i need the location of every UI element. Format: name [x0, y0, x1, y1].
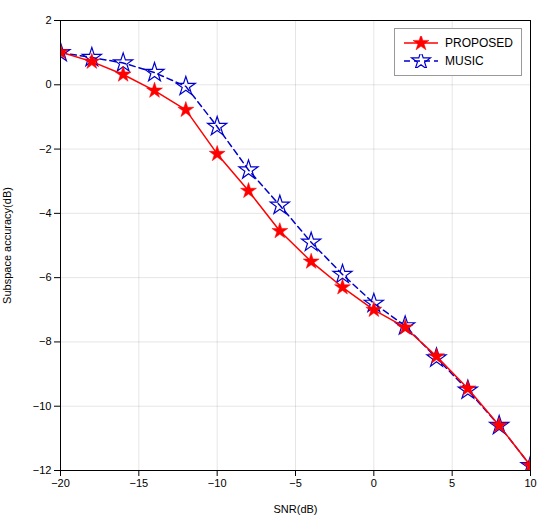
- svg-text:0: 0: [371, 477, 377, 489]
- svg-text:Subspace accuracy(dB): Subspace accuracy(dB): [1, 187, 13, 304]
- svg-text:SNR(dB): SNR(dB): [273, 503, 317, 515]
- svg-text:−8: −8: [39, 335, 52, 347]
- svg-text:0: 0: [45, 78, 51, 90]
- html-text:PROPOSED: PROPOSED: [445, 36, 513, 50]
- svg-text:−10: −10: [33, 400, 52, 412]
- svg-text:−12: −12: [33, 464, 52, 476]
- svg-text:−10: −10: [208, 477, 227, 489]
- svg-text:−6: −6: [39, 271, 52, 283]
- svg-text:−15: −15: [129, 477, 148, 489]
- svg-text:−2: −2: [39, 143, 52, 155]
- html-text:MUSIC: MUSIC: [445, 54, 484, 68]
- svg-text:5: 5: [449, 477, 455, 489]
- svg-text:10: 10: [524, 477, 536, 489]
- svg-text:−5: −5: [289, 477, 302, 489]
- svg-text:−20: −20: [51, 477, 70, 489]
- svg-text:2: 2: [45, 14, 51, 26]
- svg-text:−4: −4: [39, 207, 52, 219]
